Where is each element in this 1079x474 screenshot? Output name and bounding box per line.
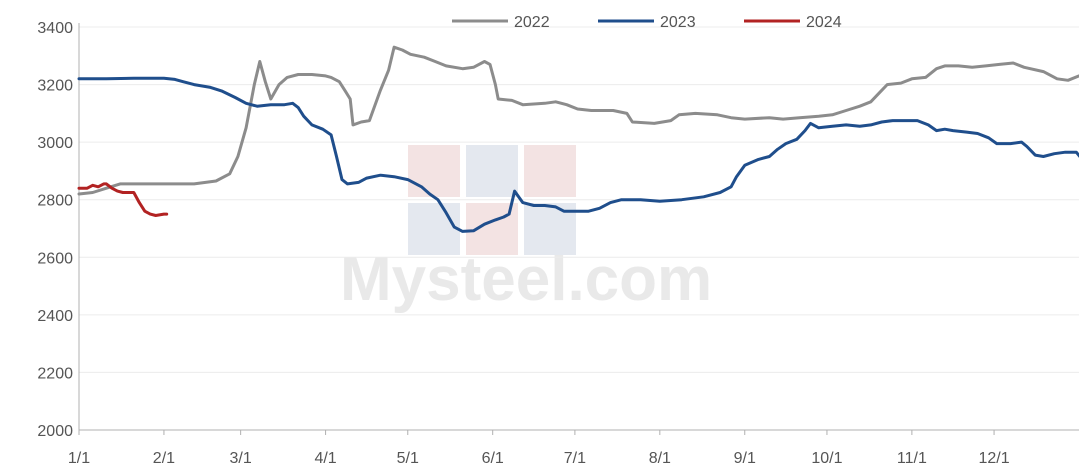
x-tick-label-4/1: 4/1 <box>314 450 336 467</box>
legend-label-2023: 2023 <box>660 14 696 31</box>
x-tick-label-1/1: 1/1 <box>68 450 90 467</box>
watermark-text: Mysteel.com <box>340 245 712 314</box>
y-tick-label-3200: 3200 <box>37 78 73 95</box>
y-tick-label-3000: 3000 <box>37 135 73 152</box>
series-lines <box>77 45 1079 233</box>
series-line-2022 <box>77 45 1079 196</box>
series-line-2023 <box>77 76 1079 233</box>
x-tick-label-8/1: 8/1 <box>649 450 671 467</box>
x-tick-label-3/1: 3/1 <box>230 450 252 467</box>
legend-label-2024: 2024 <box>806 14 842 31</box>
y-tick-label-3400: 3400 <box>37 20 73 37</box>
legend-label-2022: 2022 <box>514 14 550 31</box>
x-tick-label-11/1: 11/1 <box>897 450 927 467</box>
series-line-2024 <box>77 182 169 217</box>
y-tick-label-2200: 2200 <box>37 365 73 382</box>
x-tick-label-10/1: 10/1 <box>811 450 842 467</box>
y-tick-label-2400: 2400 <box>37 308 73 325</box>
x-tick-label-5/1: 5/1 <box>397 450 419 467</box>
watermark-logo: Mysteel.com <box>340 145 712 314</box>
x-tick-label-12/1: 12/1 <box>978 450 1009 467</box>
y-grid <box>79 26 1079 373</box>
y-tick-label-2800: 2800 <box>37 193 73 210</box>
x-tick-label-2/1: 2/1 <box>153 450 175 467</box>
x-tick-label-6/1: 6/1 <box>482 450 504 467</box>
y-axis-ticks: 2000 2200 2400 2600 2800 3000 3200 3400 <box>37 20 73 440</box>
y-tick-label-2000: 2000 <box>37 423 73 440</box>
x-tick-label-9/1: 9/1 <box>734 450 756 467</box>
axes <box>78 23 1079 431</box>
x-tick-label-7/1: 7/1 <box>564 450 586 467</box>
y-tick-label-2600: 2600 <box>37 250 73 267</box>
x-axis-ticks: 1/1 2/1 3/1 4/1 5/1 6/1 7/1 8/1 9/1 10/1 11/1 12/1 <box>68 430 1010 467</box>
legend: 2022 2023 2024 <box>452 14 842 31</box>
